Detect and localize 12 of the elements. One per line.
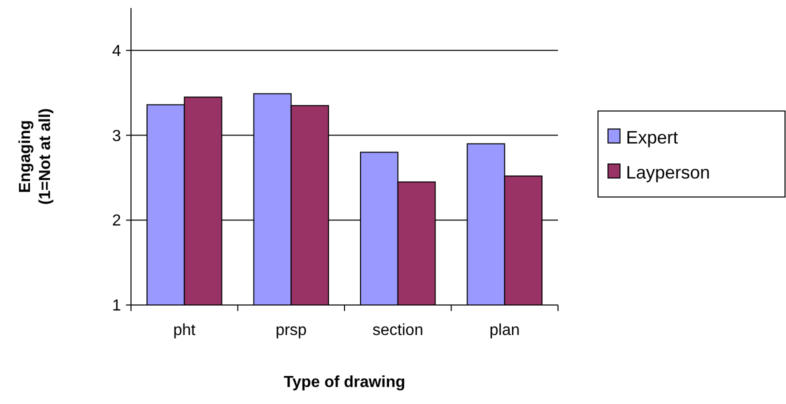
y-axis-title: Engaging (1=Not at all) bbox=[17, 108, 54, 205]
y-tick-label: 4 bbox=[112, 43, 122, 60]
x-axis-title: Type of drawing bbox=[284, 374, 406, 391]
y-tick-label: 2 bbox=[112, 212, 122, 230]
x-tick-label: plan bbox=[490, 322, 520, 339]
legend-label: Layperson bbox=[626, 162, 710, 182]
x-tick-label: section bbox=[372, 322, 424, 339]
legend-label: Expert bbox=[626, 127, 678, 148]
y-tick-label: 1 bbox=[112, 298, 122, 315]
x-tick-label: pht bbox=[173, 322, 196, 339]
x-tick-label: prsp bbox=[276, 322, 307, 339]
y-tick-label: 3 bbox=[112, 128, 122, 145]
